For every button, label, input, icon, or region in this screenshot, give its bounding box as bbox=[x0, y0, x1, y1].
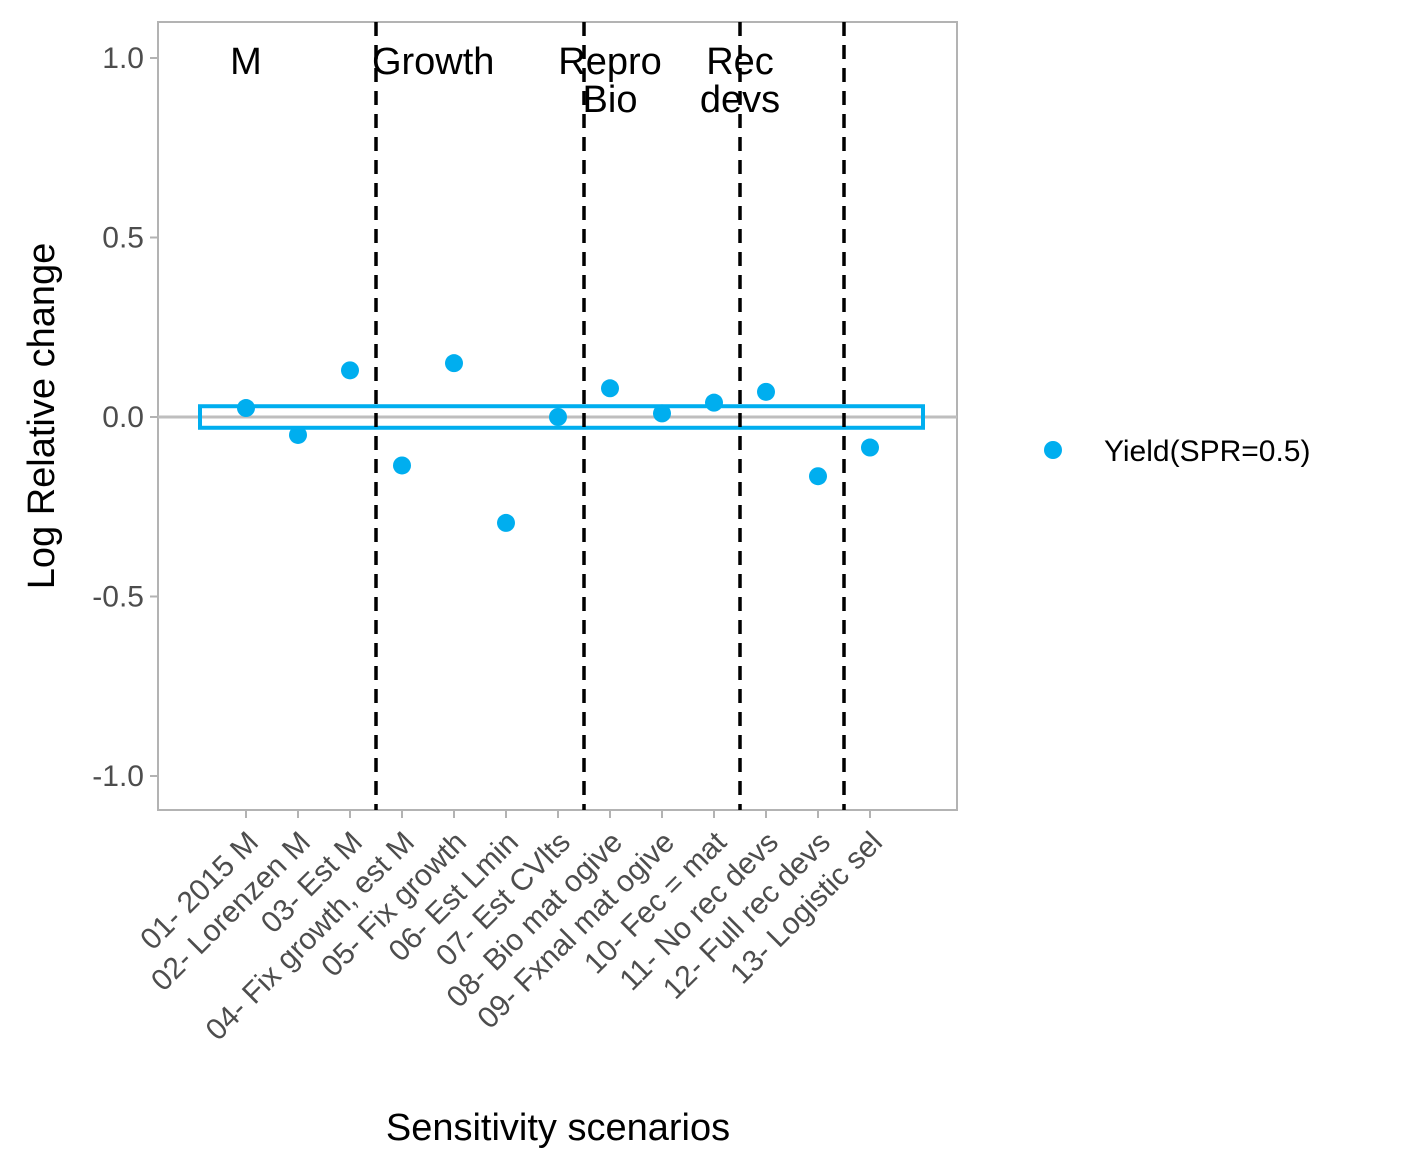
group-label: Growth bbox=[372, 41, 494, 83]
data-point bbox=[445, 354, 463, 373]
data-point bbox=[237, 399, 255, 418]
interval-box bbox=[198, 404, 925, 430]
legend-label: Yield(SPR=0.5) bbox=[1104, 435, 1310, 468]
x-axis: 01- 2015 M02- Lorenzen M03- Est M04- Fix… bbox=[134, 810, 889, 1047]
interval-box-layer bbox=[198, 404, 925, 430]
y-tick-label: -0.5 bbox=[92, 581, 144, 614]
data-point bbox=[601, 379, 619, 398]
data-point bbox=[289, 425, 307, 444]
y-tick-label: 0.5 bbox=[102, 222, 144, 255]
group-label: Repro Bio bbox=[558, 41, 662, 121]
legend-marker bbox=[1044, 441, 1062, 459]
data-point bbox=[497, 513, 515, 532]
data-point bbox=[549, 408, 567, 426]
group-label: M bbox=[230, 41, 262, 83]
y-tick-label: 0.0 bbox=[102, 401, 144, 434]
data-point bbox=[653, 404, 671, 423]
data-point bbox=[705, 393, 723, 412]
y-axis-title: Log Relative change bbox=[21, 243, 63, 589]
data-point bbox=[393, 456, 411, 475]
y-axis: 1.0 0.5 0.0 -0.5 -1.0 bbox=[92, 42, 158, 793]
data-point bbox=[809, 467, 827, 486]
legend: Yield(SPR=0.5) bbox=[1044, 435, 1310, 468]
group-label: Rec devs bbox=[700, 41, 780, 121]
group-divider-layer bbox=[374, 22, 846, 810]
group-label-layer: M Growth Repro Bio Rec devs bbox=[230, 41, 780, 121]
y-tick-label: -1.0 bbox=[92, 760, 144, 793]
data-point-layer bbox=[237, 354, 879, 532]
data-point bbox=[341, 361, 359, 380]
x-axis-title: Sensitivity scenarios bbox=[386, 1107, 730, 1149]
data-point bbox=[861, 438, 879, 457]
data-point bbox=[757, 382, 775, 401]
y-tick-label: 1.0 bbox=[102, 42, 144, 75]
